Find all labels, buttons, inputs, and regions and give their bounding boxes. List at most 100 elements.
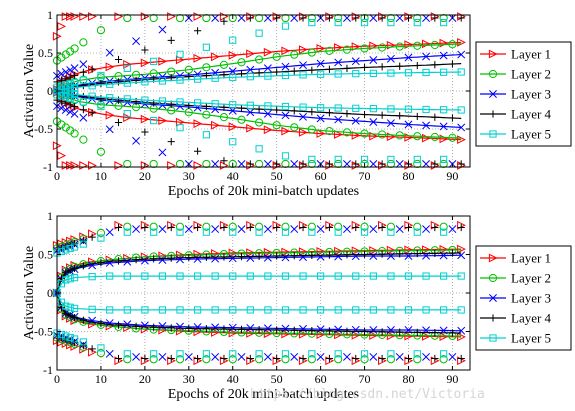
- data-point-98th: [360, 228, 369, 236]
- data-point: [273, 68, 281, 76]
- data-point: [255, 105, 263, 113]
- data-point: [88, 305, 96, 313]
- data-point-2nd: [440, 155, 448, 164]
- data-point-98th: [448, 225, 457, 234]
- data-point: [176, 71, 184, 80]
- data-point-2nd: [281, 355, 290, 364]
- data-point-2nd: [334, 155, 342, 164]
- data-point: [70, 83, 79, 92]
- data-point-98th: [132, 37, 141, 46]
- data-point-2nd: [229, 138, 237, 146]
- data-point-2nd: [66, 94, 74, 102]
- data-point-2nd: [220, 157, 228, 165]
- data-point-2nd: [431, 160, 439, 168]
- data-point: [334, 104, 342, 112]
- data-point: [211, 100, 219, 108]
- data-point-98th: [167, 36, 175, 44]
- x-tick-label: 70: [359, 372, 371, 386]
- data-point-2nd: [448, 352, 457, 361]
- data-point: [114, 257, 123, 265]
- data-point: [246, 254, 255, 262]
- data-point: [448, 40, 457, 49]
- data-point: [369, 105, 377, 113]
- data-point: [70, 274, 79, 282]
- data-point: [308, 66, 316, 74]
- series-layer-5: [53, 228, 465, 358]
- data-point: [404, 245, 414, 255]
- data-point: [316, 325, 325, 334]
- data-point-2nd: [158, 148, 167, 157]
- data-point: [123, 113, 133, 123]
- data-point: [123, 59, 133, 69]
- data-point-98th: [281, 22, 290, 30]
- data-point-2nd: [360, 355, 369, 364]
- data-point: [316, 114, 325, 123]
- data-point: [334, 70, 342, 78]
- data-point: [431, 249, 439, 257]
- data-point: [308, 251, 316, 260]
- legend-marker: [488, 273, 498, 283]
- data-point: [150, 323, 158, 331]
- data-point: [317, 104, 325, 112]
- data-point: [369, 306, 377, 314]
- data-point: [70, 304, 79, 312]
- data-point: [290, 50, 299, 59]
- x-tick-label: 60: [315, 372, 327, 386]
- data-point: [317, 272, 325, 280]
- data-point-98th: [440, 19, 448, 27]
- data-point: [229, 306, 237, 314]
- data-point: [360, 110, 369, 119]
- legend-marker: [489, 110, 497, 118]
- data-point: [387, 306, 395, 314]
- data-point-2nd: [105, 125, 114, 134]
- data-point-98th: [96, 26, 106, 35]
- data-point-98th: [211, 14, 220, 22]
- data-point-2nd: [378, 354, 386, 363]
- data-point: [228, 323, 237, 332]
- data-point-98th: [404, 223, 413, 232]
- data-point-98th: [246, 223, 254, 232]
- data-point: [457, 50, 466, 59]
- data-point-2nd: [281, 159, 290, 169]
- legend-label: Layer 3: [511, 291, 551, 306]
- legend-entry: Layer 3: [480, 87, 551, 102]
- legend-marker: [488, 253, 498, 263]
- data-point: [219, 60, 229, 69]
- data-point: [334, 246, 343, 256]
- data-point-98th: [105, 48, 114, 57]
- data-point-98th: [123, 222, 132, 231]
- data-point-2nd: [150, 117, 158, 125]
- legend-marker: [489, 90, 497, 98]
- data-point-98th: [70, 243, 79, 251]
- data-point: [404, 272, 413, 280]
- data-point: [369, 252, 378, 260]
- legend-marker: [488, 49, 498, 59]
- data-point: [246, 108, 255, 117]
- data-point: [395, 131, 404, 140]
- data-point: [246, 65, 255, 74]
- legend-marker: [488, 69, 498, 79]
- data-point-98th: [57, 82, 65, 90]
- data-point-98th: [79, 240, 87, 248]
- data-point-2nd: [96, 348, 106, 358]
- data-point: [387, 272, 395, 280]
- data-point-2nd: [176, 124, 184, 132]
- x-axis-label: Epochs of 20k mini-batch updates: [168, 387, 359, 402]
- data-point: [299, 306, 307, 314]
- data-point: [246, 324, 255, 332]
- data-point-98th: [176, 228, 184, 236]
- data-point-98th: [299, 223, 307, 232]
- data-point: [263, 247, 273, 257]
- data-point-2nd: [229, 350, 237, 358]
- data-point-2nd: [123, 350, 131, 358]
- x-tick-label: 30: [183, 169, 195, 183]
- data-point-2nd: [386, 159, 396, 169]
- data-point-98th: [70, 71, 79, 80]
- data-point-2nd: [308, 155, 316, 164]
- data-point-2nd: [299, 160, 307, 168]
- data-point-2nd: [66, 108, 75, 116]
- data-point: [316, 330, 326, 339]
- data-point: [351, 252, 360, 261]
- data-point: [263, 329, 273, 339]
- data-point: [105, 259, 114, 267]
